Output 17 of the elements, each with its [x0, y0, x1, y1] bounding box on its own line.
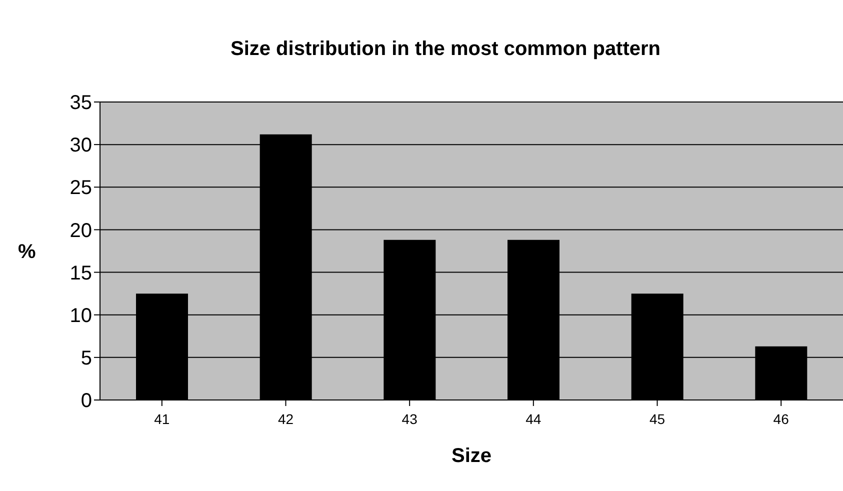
y-tick-label: 35 — [70, 92, 92, 114]
chart-title: Size distribution in the most common pattern — [229, 37, 662, 62]
x-tick-label: 45 — [649, 410, 666, 427]
x-tick-label: 46 — [773, 410, 790, 427]
y-tick-label: 0 — [80, 390, 92, 412]
y-tick-label: 10 — [70, 304, 92, 327]
x-tick-label: 41 — [154, 410, 170, 427]
x-tick-label: 44 — [526, 410, 542, 427]
x-tick-label: 43 — [402, 410, 418, 427]
x-axis-title: Size — [451, 445, 492, 467]
x-tick-label: 42 — [278, 410, 294, 427]
y-tick-label: 20 — [70, 220, 92, 242]
y-tick-label: 5 — [80, 348, 92, 370]
y-tick-label: 30 — [70, 134, 92, 157]
y-axis-title: % — [18, 241, 36, 264]
y-tick-label: 25 — [70, 177, 92, 200]
y-tick-label: 15 — [70, 262, 92, 284]
